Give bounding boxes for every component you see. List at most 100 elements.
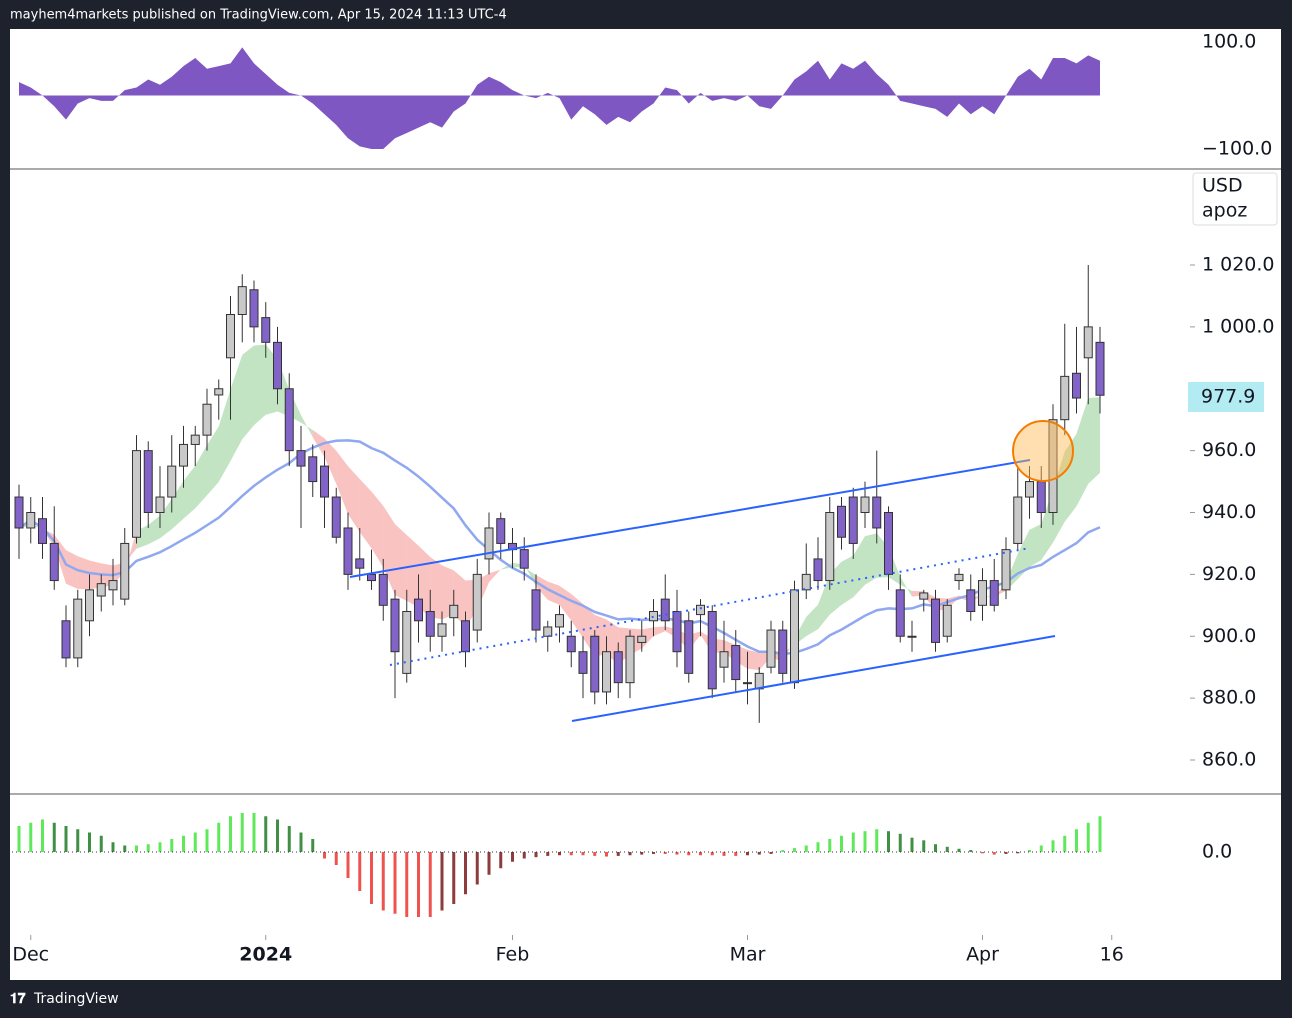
- candle-body: [1001, 549, 1011, 591]
- ma-band: [653, 626, 666, 637]
- ma-band: [383, 505, 395, 596]
- candle-body: [484, 527, 494, 560]
- ma-band: [536, 575, 548, 600]
- candle-body: [308, 456, 318, 483]
- ma-band: [348, 466, 360, 533]
- ma-band: [641, 627, 654, 649]
- candle-body: [942, 604, 952, 637]
- candle-body: [1060, 375, 1070, 421]
- ma-band: [124, 531, 137, 572]
- candle-body: [919, 592, 929, 600]
- candle-body: [907, 635, 917, 638]
- candle-body: [625, 635, 635, 684]
- y-tick-label: 860.0: [1202, 749, 1256, 771]
- candle-body: [273, 341, 282, 390]
- candle-body: [343, 527, 353, 575]
- candle-body: [120, 542, 130, 600]
- unit-label: apoz: [1202, 200, 1247, 222]
- candle-body: [179, 443, 188, 467]
- x-tick-label: 16: [1100, 944, 1124, 966]
- ma-band: [324, 438, 337, 484]
- hist-tick-label: 0.0: [1202, 841, 1232, 863]
- candle-body: [367, 573, 376, 582]
- currency-box: [1192, 172, 1278, 226]
- candle-body: [519, 549, 529, 569]
- candle-body: [531, 589, 541, 631]
- candle-body: [696, 604, 705, 616]
- ma-band: [336, 450, 348, 515]
- sma-line: [18, 439, 1101, 656]
- candle-body: [49, 542, 59, 582]
- plot: 860.0 880.0 900.0 920.0 940.0 960.0 1 000.0 1 0…: [12, 31, 1275, 966]
- ma-band: [160, 499, 172, 539]
- ma-band: [207, 426, 219, 496]
- candle-body: [743, 682, 752, 685]
- ma-band: [183, 465, 196, 519]
- candle-body: [237, 286, 247, 315]
- last-price-box: [1188, 382, 1264, 412]
- candle-body: [637, 635, 647, 643]
- candle-body: [14, 496, 24, 529]
- candle-body: [778, 629, 788, 674]
- candle-body: [966, 589, 976, 612]
- candle-body: [801, 573, 811, 591]
- candle-body: [837, 505, 846, 538]
- ma-band: [218, 389, 231, 482]
- candle-body: [190, 434, 200, 445]
- candle-body: [414, 598, 423, 622]
- oscillator-area: [19, 47, 1100, 149]
- ma-band: [430, 557, 442, 620]
- candle-body: [85, 589, 94, 622]
- candle-body: [954, 573, 964, 582]
- ma-band: [489, 569, 501, 583]
- ma-band: [747, 649, 760, 671]
- candle-body: [978, 580, 987, 606]
- candle-body: [378, 573, 388, 606]
- ma-band: [312, 430, 325, 458]
- x-tick-label: 2024: [239, 944, 292, 966]
- highlight-circle: [1012, 420, 1074, 482]
- candle-body: [143, 450, 153, 513]
- y-tick-label: 900.0: [1202, 625, 1256, 647]
- header-text: mayhem4markets published on TradingView.…: [10, 8, 507, 23]
- candle-body: [1036, 481, 1046, 513]
- osc-tick-label: −100.0: [1202, 138, 1272, 160]
- currency: USD: [1202, 175, 1243, 197]
- candle-body: [989, 580, 999, 606]
- candle-body: [555, 614, 564, 628]
- candle-body: [731, 645, 741, 681]
- osc-tick-label: 100.0: [1202, 31, 1256, 53]
- candle-body: [931, 598, 940, 643]
- candle-body: [167, 465, 177, 498]
- candle-body: [1095, 341, 1105, 396]
- ma-band: [900, 576, 912, 597]
- ma-band: [1088, 397, 1100, 484]
- candle-body: [825, 512, 835, 582]
- candle-body: [872, 496, 882, 529]
- x-tick-label: Feb: [496, 944, 530, 966]
- candle-body: [1083, 326, 1093, 359]
- candle-body: [1072, 372, 1081, 399]
- ma-band: [230, 354, 243, 461]
- ma-band: [806, 604, 818, 637]
- last-price: 977.9: [1201, 386, 1255, 408]
- candle-body: [355, 558, 365, 569]
- ma-band: [1029, 523, 1042, 567]
- candle-body: [496, 518, 506, 544]
- candle-body: [590, 635, 600, 693]
- candle-body: [38, 518, 47, 544]
- candle-body: [132, 450, 141, 538]
- candle-body: [860, 496, 870, 513]
- chart-area: [10, 29, 1281, 980]
- x-tick-label: Mar: [730, 944, 766, 966]
- ma-band: [1017, 529, 1030, 580]
- footer-brand: TradingView: [33, 991, 119, 1007]
- candle-body: [249, 289, 259, 328]
- candle-body: [813, 558, 823, 582]
- ma-band: [148, 515, 160, 545]
- candle-body: [790, 589, 799, 684]
- y-tick-label: 1 020.0: [1202, 254, 1275, 276]
- candle-body: [766, 629, 776, 668]
- candle-body: [296, 450, 306, 467]
- ma-band: [818, 574, 830, 630]
